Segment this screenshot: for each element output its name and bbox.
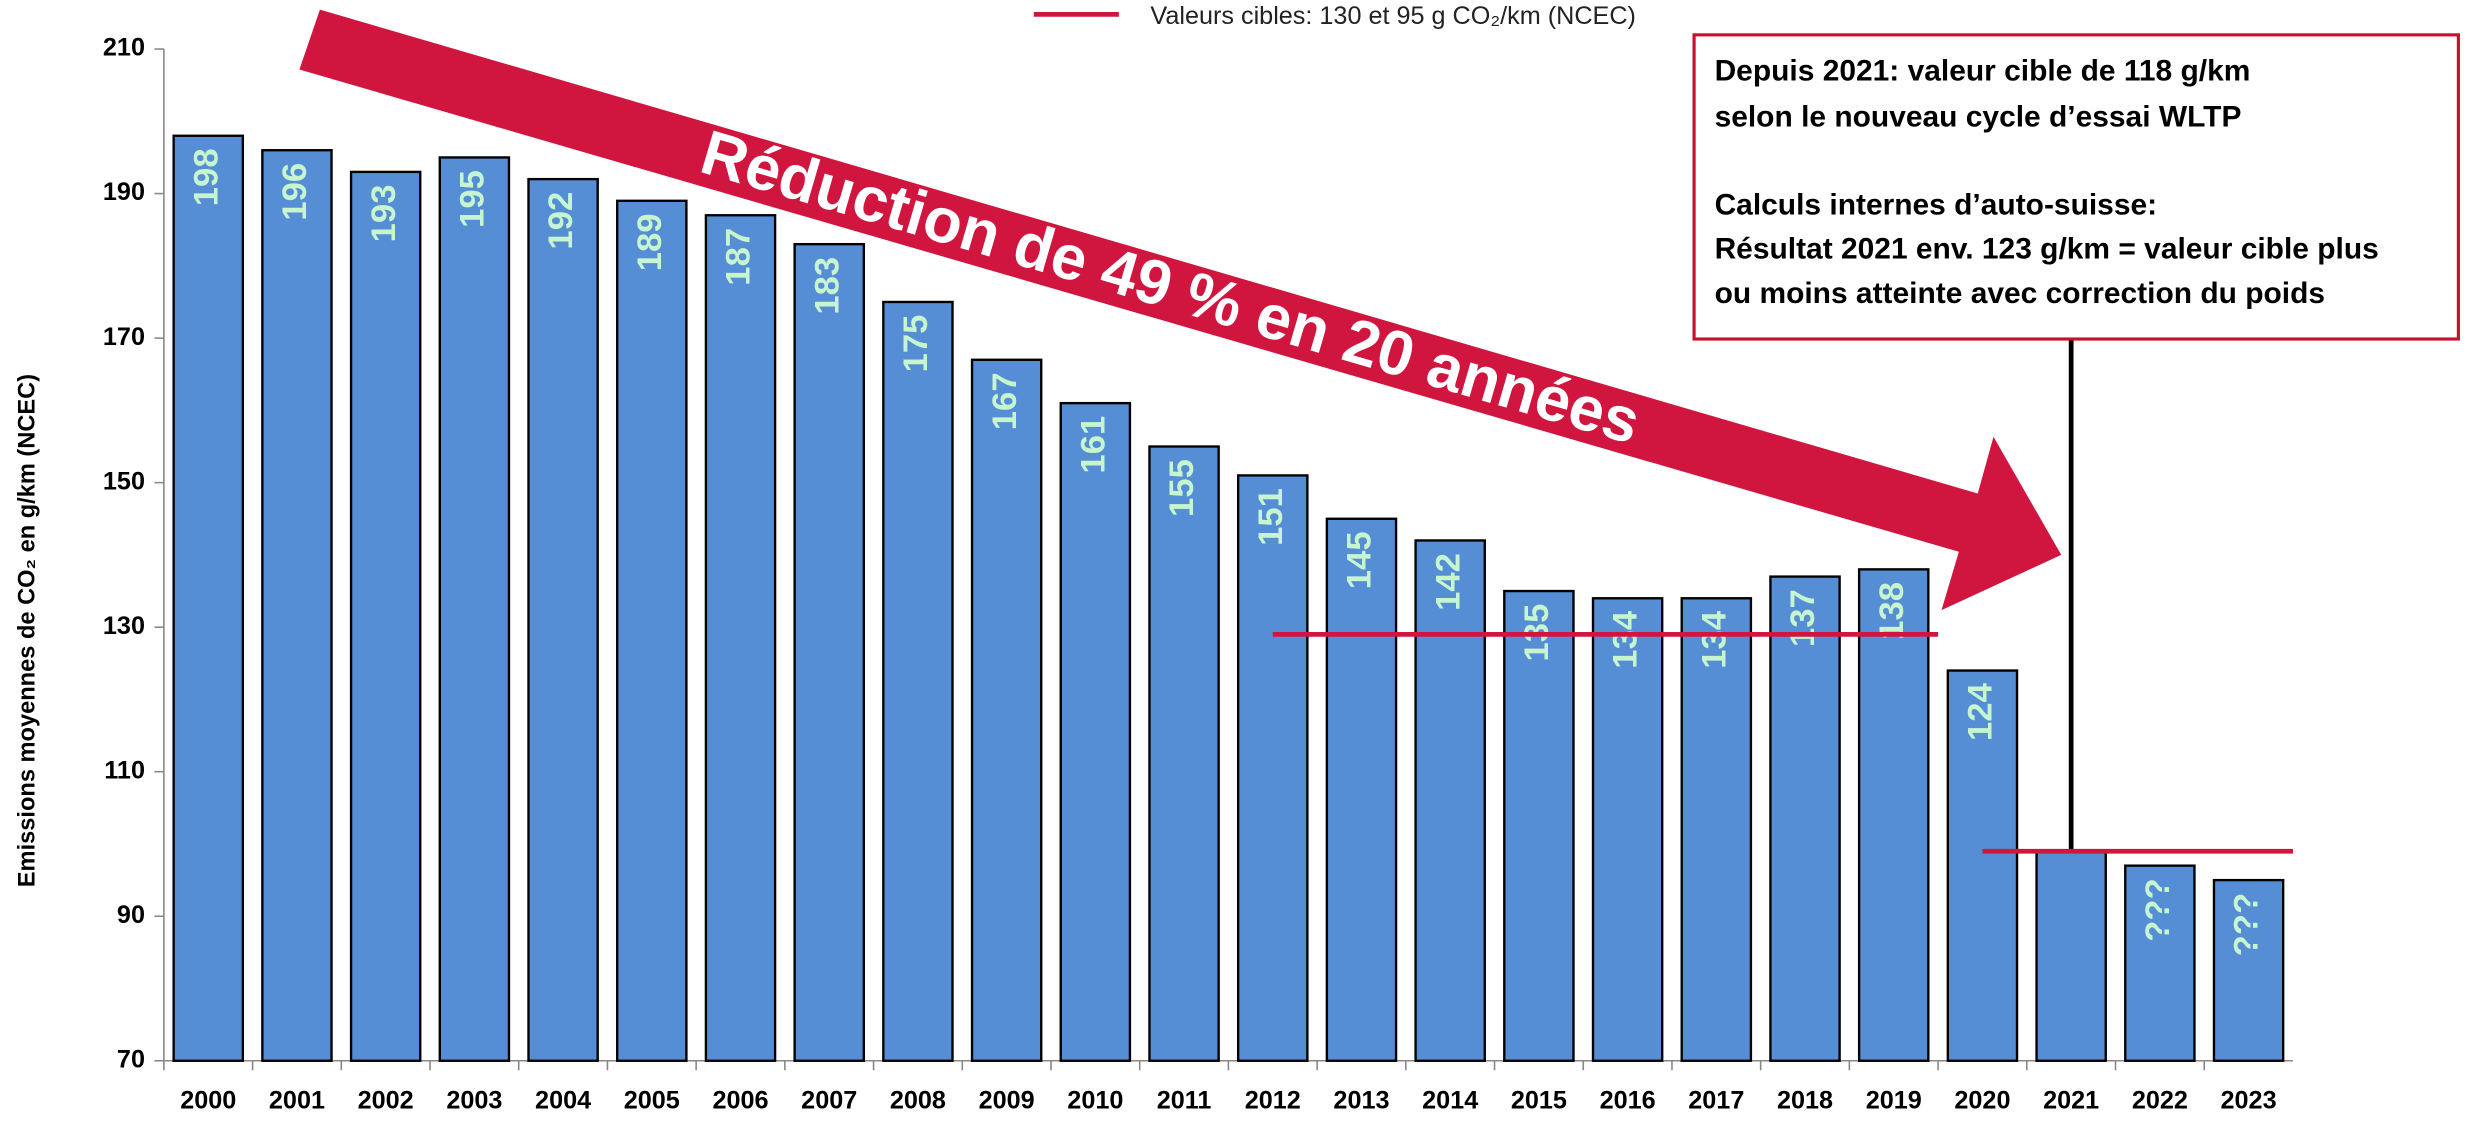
bar [793,242,865,1062]
x-tick-label: 2014 [1422,1086,1478,1114]
value-label: 134 [1607,610,1645,669]
y-tick-label: 150 [103,467,145,495]
value-label: ??? [2139,878,2177,942]
x-tick-label: 2011 [1157,1086,1212,1114]
bar [172,134,245,1062]
value-label: 142 [1429,553,1467,611]
annotation-box [1692,33,2460,341]
box-text: Depuis 2021: valeur cible de 118 g/km [1715,55,2251,88]
x-tick-label: 2010 [1067,1086,1123,1114]
value-label: 187 [720,228,758,286]
bar [1059,401,1132,1062]
x-tick-label: 2009 [979,1086,1035,1114]
bar [1325,517,1398,1062]
x-tick-label: 2017 [1688,1086,1744,1114]
bar [1503,589,1575,1062]
x-tick-label: 2007 [801,1086,857,1114]
value-label: 175 [897,315,935,373]
x-tick-label: 2013 [1333,1086,1389,1114]
bar [1769,575,1841,1062]
box-text: selon le nouveau cycle d’essai WLTP [1715,100,2242,133]
box-text: Résultat 2021 env. 123 g/km = valeur cib… [1715,233,2379,266]
y-tick-label: 190 [103,178,145,206]
value-label: 155 [1163,459,1201,517]
x-tick-label: 2023 [2221,1086,2277,1114]
x-tick-label: 2008 [890,1086,946,1114]
x-tick-label: 2006 [712,1086,768,1114]
y-tick-label: 170 [103,323,145,351]
value-label: 195 [454,170,492,228]
arrow [299,9,2062,611]
y-axis-label: Emissions moyennes de CO₂ en g/km (NCEC) [15,374,41,887]
bar [1591,597,1664,1062]
value-label: ??? [2228,893,2266,957]
y-tick-label: 70 [117,1045,145,1073]
value-label: 183 [808,257,846,315]
bar [2212,878,2285,1062]
x-tick-label: 2001 [269,1086,325,1114]
bar [438,156,511,1062]
x-tick-label: 2019 [1866,1086,1922,1114]
bar [616,199,688,1062]
x-tick-label: 2002 [358,1086,414,1114]
x-tick-label: 2018 [1777,1086,1833,1114]
value-label: 145 [1341,531,1379,589]
y-tick-label: 110 [104,756,145,784]
x-tick-label: 2021 [2043,1086,2099,1114]
x-tick-label: 2003 [446,1086,502,1114]
bar [704,214,777,1062]
bar [1946,669,2019,1062]
x-tick-label: 2004 [535,1086,591,1114]
x-tick-label: 2020 [1954,1086,2010,1114]
bar [349,170,422,1062]
value-label: 161 [1075,416,1113,474]
value-label: 193 [365,185,403,243]
bar [1857,568,1930,1062]
y-tick-label: 130 [103,612,145,640]
bar [1148,445,1220,1062]
bar [1414,539,1486,1062]
bar [527,177,599,1062]
box-text: ou moins atteinte avec correction du poi… [1715,277,2326,310]
x-tick-label: 2016 [1600,1086,1656,1114]
value-label: 192 [542,192,580,250]
y-tick-label: 90 [117,901,145,929]
x-tick-label: 2000 [180,1086,236,1114]
x-tick-label: 2012 [1245,1086,1301,1114]
bar [2124,864,2196,1062]
value-label: 151 [1252,488,1290,546]
value-label: 138 [1873,582,1911,640]
box-text: Calculs internes d’auto-suisse: [1715,189,2158,222]
bar [970,358,1043,1062]
plot: 70 90 110 130 150 170 190 210 2000 198 2001 196 2002… [103,12,2293,1114]
bar [2035,850,2107,1062]
bar [1680,597,1753,1062]
x-tick-label: 2005 [624,1086,680,1114]
value-label: 134 [1695,610,1733,669]
value-label: 198 [187,148,225,206]
legend-label: Valeurs cibles: 130 et 95 g CO₂/km (NCEC… [1150,2,1636,30]
bar [882,300,954,1062]
value-label: 137 [1784,589,1822,647]
value-label: 167 [986,372,1024,430]
x-tick-label: 2015 [1511,1086,1567,1114]
bar [1236,474,1309,1062]
x-tick-label: 2022 [2132,1086,2188,1114]
value-label: 189 [631,213,669,271]
value-label: 124 [1962,682,2000,741]
y-tick-label: 210 [103,34,145,62]
bar [261,149,333,1062]
value-label: 196 [276,163,314,221]
